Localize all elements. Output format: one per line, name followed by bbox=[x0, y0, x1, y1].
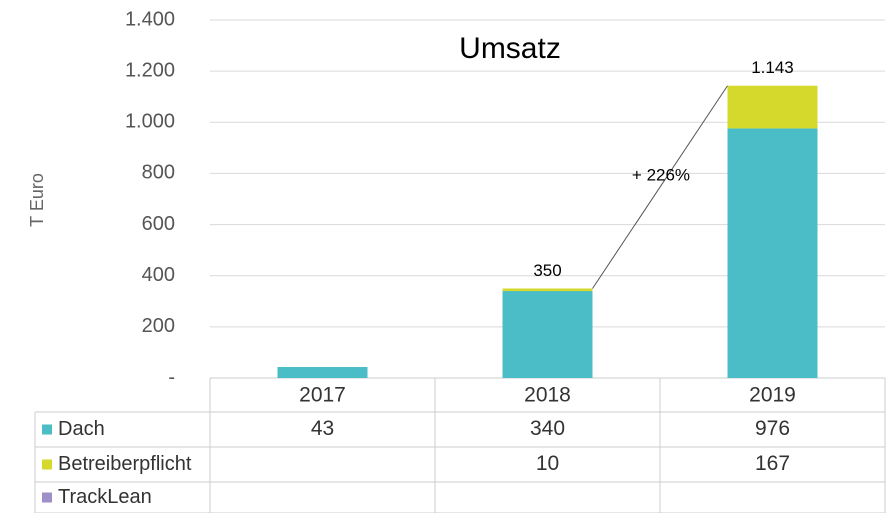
bar-segment bbox=[502, 291, 593, 378]
annotation: + 226% bbox=[632, 165, 690, 184]
bar-segment bbox=[727, 128, 818, 378]
legend-label: Betreiberpflicht bbox=[58, 453, 192, 475]
x-tick-label: 2017 bbox=[299, 384, 346, 407]
y-tick-label: 800 bbox=[142, 162, 175, 184]
bar-segment bbox=[502, 288, 593, 292]
x-tick-label: 2018 bbox=[524, 384, 571, 407]
legend-swatch bbox=[42, 459, 52, 470]
table-cell: 167 bbox=[755, 452, 790, 475]
y-axis-label: T Euro bbox=[27, 173, 47, 227]
y-tick-label: 1.200 bbox=[125, 59, 175, 81]
y-tick-label: 400 bbox=[142, 264, 175, 286]
legend-label: TrackLean bbox=[58, 486, 152, 508]
y-tick-label: 1.400 bbox=[125, 8, 175, 30]
bar-segment bbox=[727, 85, 818, 129]
growth-line bbox=[592, 85, 728, 289]
y-tick-label: 600 bbox=[142, 213, 175, 235]
legend-label: Dach bbox=[58, 418, 105, 440]
y-tick-label: 1.000 bbox=[125, 111, 175, 133]
table-cell: 976 bbox=[755, 417, 790, 440]
total-label: 1.143 bbox=[751, 58, 794, 77]
total-label: 350 bbox=[533, 261, 561, 280]
table-cell: 340 bbox=[530, 417, 565, 440]
y-tick-label: 200 bbox=[142, 315, 175, 337]
table-cell: 10 bbox=[536, 452, 559, 475]
table-cell: 43 bbox=[311, 417, 334, 440]
legend-swatch bbox=[42, 492, 52, 503]
bar-segment bbox=[277, 367, 368, 378]
chart-title: Umsatz bbox=[459, 32, 561, 65]
x-tick-label: 2019 bbox=[749, 384, 796, 407]
legend-swatch bbox=[42, 424, 52, 435]
y-tick-label: - bbox=[168, 366, 175, 388]
